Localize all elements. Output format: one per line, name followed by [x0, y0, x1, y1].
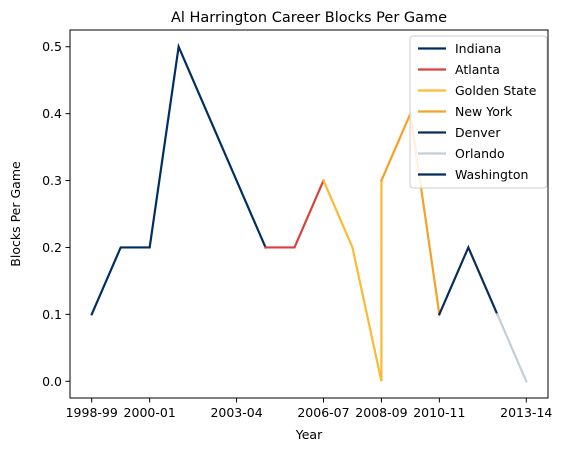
legend-box [409, 35, 548, 189]
x-tick-label: 2000-01 [124, 405, 176, 420]
x-tick-label: 2008-09 [355, 405, 407, 420]
y-tick-label: 0.5 [42, 39, 62, 54]
plot-frame [69, 29, 549, 399]
x-tick-label: 1998-99 [66, 405, 118, 420]
y-tick-label: 0.3 [42, 173, 62, 188]
legend-label-new-york: New York [455, 104, 513, 119]
y-tick-label: 0.1 [42, 307, 62, 322]
legend-label-indiana: Indiana [455, 41, 501, 56]
x-tick-label: 2006-07 [297, 405, 349, 420]
series-line-golden-state [322, 179, 383, 382]
legend-label-orlando: Orlando [455, 146, 505, 161]
y-tick-label: 0.4 [42, 106, 62, 121]
x-tick-label: 2003-04 [210, 405, 262, 420]
series-line-denver [437, 244, 499, 316]
x-axis: 1998-99 2000-01 2003-04 2006-07 2008-09 2010-… [66, 398, 552, 420]
y-axis: 0.0 0.1 0.2 0.3 0.4 0.5 [42, 39, 70, 389]
legend-label-washington: Washington [455, 167, 528, 182]
x-tick-label: 2013-14 [500, 405, 552, 420]
y-axis-title: Blocks Per Game [8, 161, 23, 267]
series-line-orlando [495, 312, 528, 383]
series-line-atlanta [264, 179, 325, 249]
x-tick-label: 2010-11 [413, 405, 465, 420]
legend-label-denver: Denver [455, 125, 501, 140]
plot-lines [90, 42, 528, 383]
y-tick-label: 0.2 [42, 240, 62, 255]
chart-title: Al Harrington Career Blocks Per Game [171, 10, 447, 26]
legend-label-golden-state: Golden State [455, 83, 537, 98]
legend-label-atlanta: Atlanta [455, 62, 500, 77]
legend: Indiana Atlanta Golden State New York Denver… [409, 35, 548, 189]
x-axis-title: Year [295, 427, 323, 442]
y-tick-label: 0.0 [42, 374, 62, 389]
series-line-indiana [90, 42, 267, 316]
